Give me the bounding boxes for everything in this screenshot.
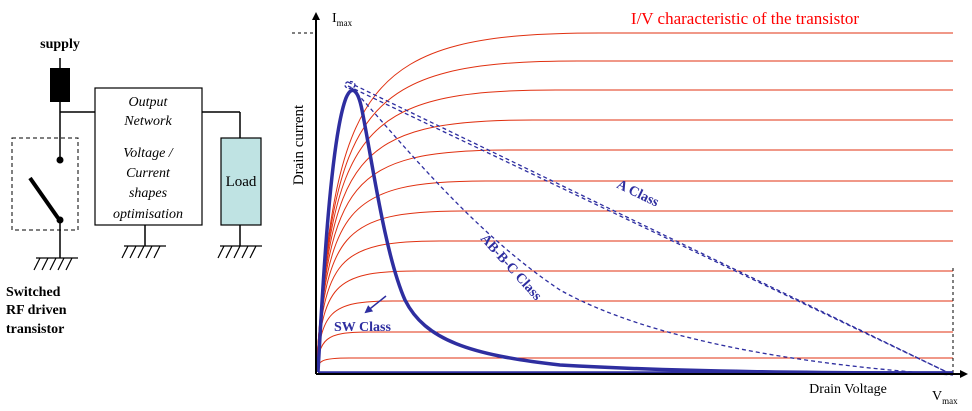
output-network-box [94, 87, 203, 226]
iv-curve-12 [315, 357, 953, 374]
a-class-label: A Class [614, 177, 661, 210]
sw-class-pointer [364, 295, 387, 314]
switch-contact-top [56, 156, 64, 164]
supply-label: supply [40, 37, 80, 52]
ground-icon-network [121, 245, 166, 259]
network-text-4: Current [126, 166, 171, 181]
sw-class-label: SW Class [334, 320, 391, 335]
quiescent-point [344, 80, 356, 90]
iv-curve-8 [315, 240, 953, 374]
switch-caption-line3: transistor [6, 322, 64, 337]
network-text-2: Network [123, 114, 172, 129]
y-axis-label: Drain current [291, 104, 307, 185]
switch-blade-icon [28, 176, 60, 220]
switch-box [11, 137, 79, 231]
iv-chart: I/V characteristic of the transistor Ima… [291, 9, 968, 406]
ground-icon-load [217, 245, 262, 259]
chart-title: I/V characteristic of the transistor [631, 9, 859, 28]
x-max-label: Vmax [932, 389, 958, 406]
iv-curve-6 [315, 180, 953, 374]
load-label: Load [226, 174, 257, 190]
x-axis-label: Drain Voltage [809, 382, 887, 397]
iv-curve-2 [315, 60, 953, 374]
circuit-schematic: supply Switched RF driven transistor Out… [6, 37, 262, 337]
abc-class-curve [351, 87, 954, 376]
network-text-6: optimisation [113, 207, 183, 222]
load-box [220, 137, 262, 226]
abc-class-label: AB-B-C Class [477, 232, 544, 305]
y-max-label: Imax [332, 11, 353, 28]
switch-caption-line2: RF driven [6, 303, 67, 318]
supply-source-icon [50, 68, 70, 102]
network-text-1: Output [129, 95, 169, 110]
switch-caption-line1: Switched [6, 285, 61, 300]
iv-curve-7 [315, 210, 953, 374]
sw-class-curve [316, 88, 954, 375]
ground-icon-switch [33, 257, 78, 271]
a-class-line-upper [347, 81, 954, 376]
network-text-5: shapes [129, 186, 168, 201]
network-text-3: Voltage / [123, 146, 173, 161]
